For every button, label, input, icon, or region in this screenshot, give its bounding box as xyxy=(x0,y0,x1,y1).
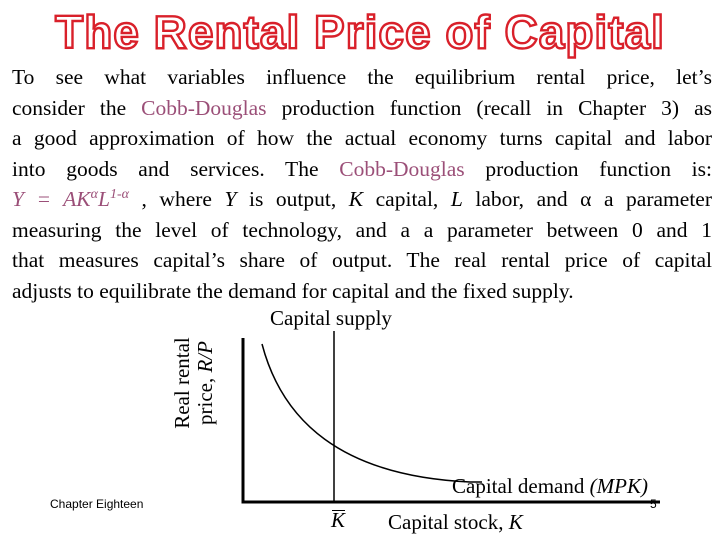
var-y: Y xyxy=(224,187,237,211)
var-alpha: α xyxy=(580,187,592,211)
body-text-fragment: into goods and services. The xyxy=(12,156,340,181)
x-axis-label: Capital stock, K xyxy=(388,510,523,535)
chapter-footer: Chapter Eighteen xyxy=(50,497,144,511)
capital-demand-label: Capital demand (MPK) xyxy=(452,474,648,499)
cobb-douglas-term: Cobb-Douglas xyxy=(339,156,465,181)
body-line-3: a good approximation of how the actual e… xyxy=(12,126,712,150)
equation-exponent: 1-α xyxy=(109,186,129,202)
body-line-7: that measures capital’s share of output.… xyxy=(12,248,712,272)
x-axis-label-variable: K xyxy=(508,510,523,534)
body-line-1: To see what variables influence the equi… xyxy=(12,65,712,89)
body-line-4: into goods and services. The Cobb-Dougla… xyxy=(12,154,712,185)
var-k: K xyxy=(348,187,364,211)
body-text-fragment: capital, xyxy=(363,187,451,211)
production-function-equation: Y = AKαL1-α xyxy=(12,187,129,211)
var-l: L xyxy=(450,187,463,211)
body-line-8: adjusts to equilibrate the demand for ca… xyxy=(12,278,574,303)
body-text-fragment: a parameter xyxy=(591,187,712,211)
capital-demand-label-text: Capital demand xyxy=(452,474,590,498)
body-line-2: consider the Cobb-Douglas production fun… xyxy=(12,93,712,124)
equation-part: Y = AK xyxy=(12,187,91,211)
body-text-fragment: production function (recall in Chapter 3… xyxy=(266,95,712,120)
capital-supply-label: Capital supply xyxy=(270,306,392,330)
x-axis-label-text: Capital stock, xyxy=(388,510,509,534)
k-bar-label: K xyxy=(331,508,346,532)
capital-demand-curve xyxy=(261,343,482,483)
mpk-label: (MPK) xyxy=(589,474,648,498)
body-text-fragment: production function is: xyxy=(464,156,712,181)
equation-exponent: α xyxy=(90,186,98,202)
equation-part: L xyxy=(98,187,110,211)
body-text-fragment: is output, xyxy=(236,187,349,211)
cobb-douglas-term: Cobb-Douglas xyxy=(141,95,267,120)
body-text-fragment: , where xyxy=(128,187,225,211)
body-text-fragment: labor, and xyxy=(462,187,581,211)
body-paragraph: To see what variables influence the equi… xyxy=(12,62,712,306)
body-line-5: Y = AKαL1-α , where Y is output, K capit… xyxy=(12,184,712,215)
slide-title: The Rental Price of Capital xyxy=(54,5,665,59)
body-line-6: measuring the level of technology, and a… xyxy=(12,217,712,242)
body-text-fragment: consider the xyxy=(12,95,142,120)
page-number: 5 xyxy=(650,497,657,511)
